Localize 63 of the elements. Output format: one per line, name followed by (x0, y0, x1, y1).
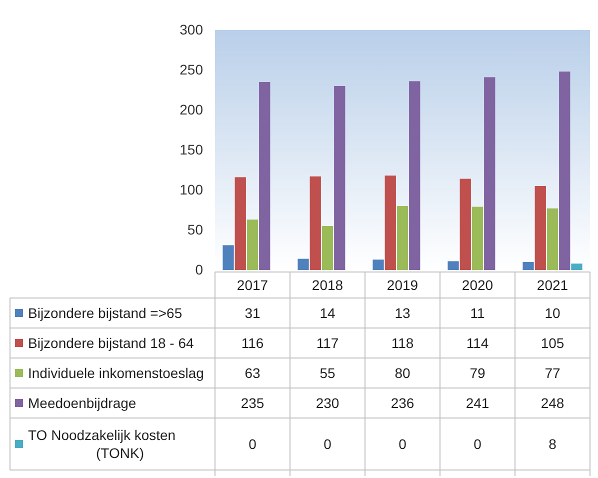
x-tick-label: 2018 (312, 277, 344, 293)
x-tick-label: 2021 (536, 277, 568, 293)
bar (409, 81, 420, 270)
bar (472, 206, 484, 270)
bar (334, 86, 346, 270)
data-label: 116 (241, 335, 264, 351)
y-tick-label: 100 (180, 181, 204, 198)
data-label: 55 (320, 365, 336, 381)
bar (298, 258, 309, 270)
x-tick-label: 2019 (386, 277, 418, 293)
y-tick-label: 50 (187, 221, 204, 238)
bar (460, 178, 471, 270)
bar (484, 77, 496, 270)
data-label: 80 (394, 365, 410, 381)
data-label: 0 (324, 436, 332, 452)
bar (534, 186, 546, 270)
data-label: 0 (474, 436, 482, 452)
bar (522, 262, 534, 270)
data-label: 77 (544, 365, 560, 381)
bar (448, 261, 459, 270)
data-label: 10 (544, 305, 560, 321)
data-label: 241 (466, 395, 490, 411)
data-label: 248 (540, 395, 564, 411)
data-label: 79 (470, 365, 486, 381)
y-tick-label: 200 (180, 101, 204, 118)
bar (310, 176, 321, 270)
y-tick-label: 150 (180, 141, 204, 158)
bar (559, 72, 570, 270)
data-label: 105 (540, 335, 564, 351)
data-label: 31 (244, 305, 260, 321)
y-tick-label: 0 (195, 261, 204, 278)
bar (246, 220, 258, 270)
y-tick-label: 250 (180, 61, 204, 78)
bar (384, 176, 396, 270)
data-label: 235 (240, 395, 264, 411)
y-tick-label: 300 (180, 21, 204, 38)
bar (372, 260, 384, 270)
legend-label: Meedoenbijdrage (28, 395, 136, 411)
x-tick-label: 2020 (462, 277, 494, 293)
data-label: 0 (248, 436, 257, 452)
data-label: 230 (316, 395, 340, 411)
bar (259, 82, 270, 270)
legend-label: Bijzondere bijstand =>65 (28, 305, 182, 321)
data-label: 8 (548, 436, 557, 452)
x-tick-label: 2017 (236, 277, 268, 293)
data-label: 236 (390, 395, 414, 411)
bar (234, 177, 246, 270)
legend-label: Individuele inkomenstoeslag (28, 365, 204, 381)
data-label: 14 (320, 305, 336, 321)
bar (571, 264, 582, 270)
legend-label: Bijzondere bijstand 18 - 64 (28, 335, 194, 351)
data-label: 13 (394, 305, 410, 321)
bar (396, 206, 408, 270)
data-label: 63 (244, 365, 260, 381)
data-label: 118 (391, 335, 414, 351)
bar (322, 226, 334, 270)
legend-label: TO Noodzakelijk kosten (TONK) (28, 427, 176, 461)
data-label: 11 (470, 305, 485, 321)
data-label: 117 (316, 335, 339, 351)
bar (222, 245, 234, 270)
data-label: 0 (398, 436, 407, 452)
data-label: 114 (466, 335, 489, 351)
bar (546, 208, 558, 270)
